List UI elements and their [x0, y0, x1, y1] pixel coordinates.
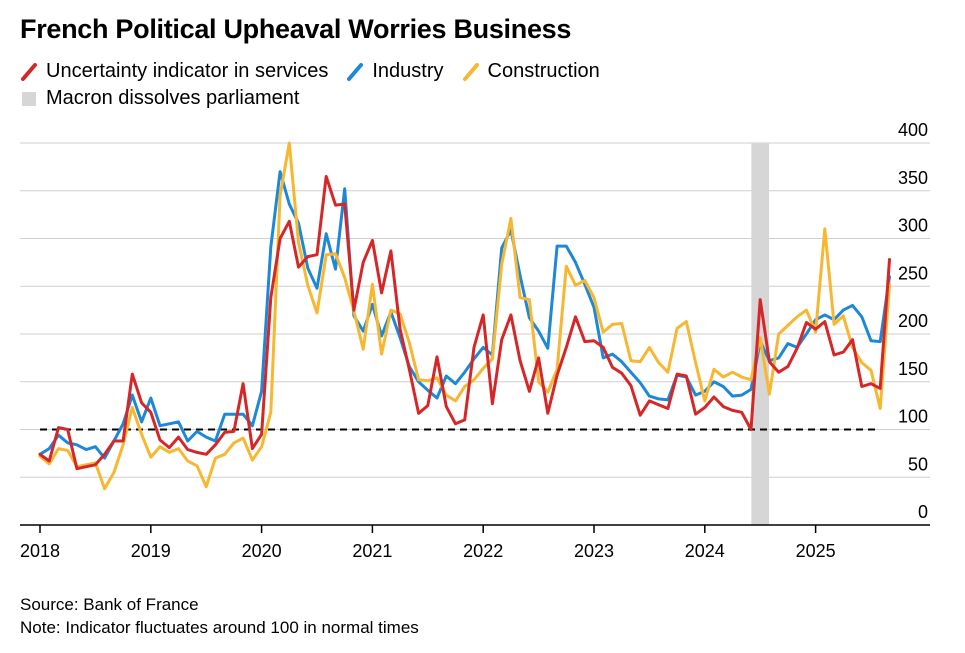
- y-tick-label: 200: [898, 311, 928, 331]
- legend-label-dissolution: Macron dissolves parliament: [46, 87, 300, 109]
- series-lines: [38, 141, 891, 491]
- x-tick-label: 2021: [352, 541, 392, 561]
- series-industry-line: [38, 170, 891, 460]
- y-axis: 0 50 100 150 200 250 300 350 400: [898, 120, 928, 522]
- legend-row-2: Macron dissolves parliament: [20, 87, 317, 110]
- legend-label-industry: Industry: [372, 60, 444, 82]
- x-tick-label: 2025: [796, 541, 836, 561]
- y-tick-label: 50: [908, 454, 928, 474]
- legend-item-services: Uncertainty indicator in services: [20, 60, 328, 83]
- y-tick-label: 250: [898, 263, 928, 283]
- y-tick-label: 150: [898, 359, 928, 379]
- y-tick-label: 350: [898, 168, 928, 188]
- y-tick-label: 300: [898, 216, 928, 236]
- y-tick-label: 400: [898, 120, 928, 140]
- legend-item-construction: Construction: [462, 60, 600, 83]
- legend-dissolution-swatch-icon: [22, 91, 36, 106]
- legend-item-industry: Industry: [346, 60, 444, 83]
- series-services-line: [38, 174, 891, 471]
- legend-label-services: Uncertainty indicator in services: [46, 60, 329, 82]
- series-construction-line: [38, 141, 891, 491]
- legend-services-swatch-icon: [21, 62, 37, 81]
- y-tick-label: 0: [918, 502, 928, 522]
- y-tick-label: 100: [898, 407, 928, 427]
- legend-construction-swatch-icon: [462, 62, 479, 81]
- legend-label-construction: Construction: [487, 60, 600, 82]
- legend-row-1: Uncertainty indicator in services Indust…: [20, 60, 618, 83]
- x-tick-label: 2024: [685, 541, 725, 561]
- footnote: Note: Indicator fluctuates around 100 in…: [20, 618, 419, 637]
- x-axis: 2018 2019 2020 2021 2022 2023 2024 2025: [20, 524, 930, 561]
- x-tick-label: 2020: [242, 541, 282, 561]
- x-tick-label: 2019: [131, 541, 171, 561]
- x-tick-label: 2023: [574, 541, 614, 561]
- chart-title: French Political Upheaval Worries Busine…: [20, 14, 572, 44]
- x-tick-label: 2018: [20, 541, 60, 561]
- x-tick-label: 2022: [463, 541, 503, 561]
- legend-industry-swatch-icon: [347, 62, 364, 81]
- source-note: Source: Bank of France: [20, 595, 199, 614]
- legend-item-dissolution: Macron dissolves parliament: [20, 87, 299, 110]
